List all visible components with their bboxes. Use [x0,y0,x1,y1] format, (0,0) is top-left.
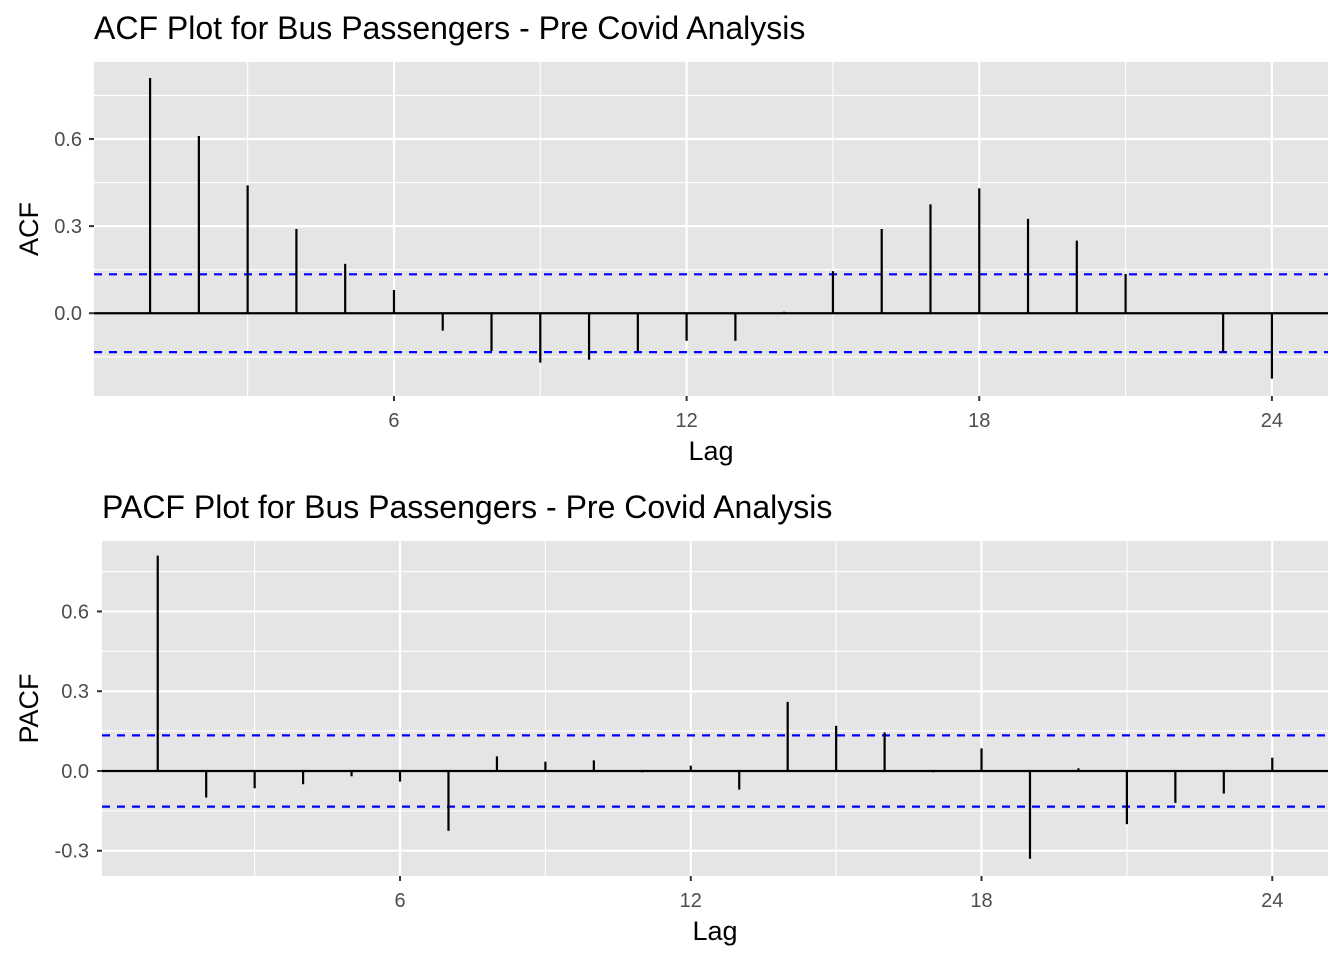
acf-chart-title: ACF Plot for Bus Passengers - Pre Covid … [94,10,806,46]
acf-panel-background [94,62,1328,396]
pacf-x-axis-label: Lag [692,916,737,946]
acf-xtick-label: 18 [968,410,990,432]
acf-ytick-label: 0.3 [54,216,82,238]
pacf-ytick-label: -0.3 [55,841,89,863]
acf-x-axis-label: Lag [688,436,733,466]
pacf-panel-background [102,541,1328,876]
pacf-plot: -0.3 0.0 0.3 0.6 6 12 18 24 Lag PACF [14,541,1328,946]
pacf-xtick-label: 18 [970,890,992,912]
acf-ytick-label: 0.6 [54,129,82,151]
pacf-xtick-label: 24 [1261,890,1283,912]
pacf-xtick-label: 12 [680,890,702,912]
pacf-ytick-label: 0.3 [61,681,89,703]
acf-xtick-label: 12 [675,410,697,432]
acf-y-axis-label: ACF [14,202,44,256]
acf-ytick-label: 0.0 [54,303,82,325]
acf-plot: 0.0 0.3 0.6 6 12 18 24 Lag ACF [14,62,1328,466]
pacf-chart-title: PACF Plot for Bus Passengers - Pre Covid… [102,489,833,525]
pacf-y-axis-label: PACF [14,673,44,743]
acf-xtick-label: 6 [388,410,399,432]
pacf-ytick-label: 0.0 [61,761,89,783]
pacf-ytick-label: 0.6 [61,601,89,623]
pacf-xtick-label: 6 [394,890,405,912]
acf-xtick-label: 24 [1261,410,1283,432]
